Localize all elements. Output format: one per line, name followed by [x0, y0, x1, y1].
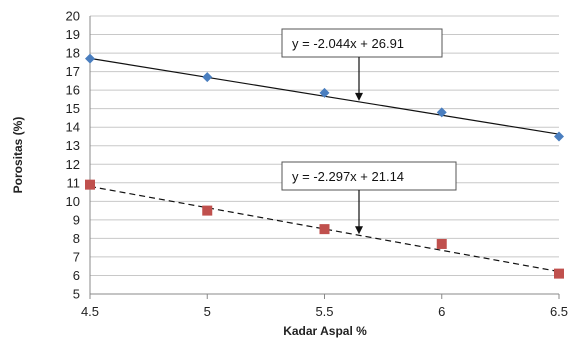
equation-annotations: y = -2.044x + 26.91 y = -2.297x + 21.14 [281, 28, 457, 235]
y-tick-label: 7 [73, 249, 80, 264]
y-tick-label: 12 [66, 157, 80, 172]
y-tick-label: 6 [73, 268, 80, 283]
equation-box-1 [281, 28, 443, 58]
x-tick-labels: 4.5 5 5.5 6 6.5 [81, 304, 568, 319]
y-tick-label: 8 [73, 231, 80, 246]
x-tick-label: 5.5 [315, 304, 333, 319]
data-point-diamond [85, 53, 95, 64]
y-tick-label: 16 [66, 83, 80, 98]
data-point-square [436, 238, 447, 249]
equation-text-1: y = -2.044x + 26.91 [292, 36, 404, 51]
arrow-head-2 [355, 226, 363, 235]
y-tick-label: 18 [66, 46, 80, 61]
arrow-head-1 [355, 92, 363, 101]
data-point-square [319, 224, 330, 235]
y-tick-label: 19 [66, 27, 80, 42]
y-tick-label: 17 [66, 64, 80, 79]
y-tick-label: 10 [66, 194, 80, 209]
x-axis-title: Kadar Aspal % [283, 324, 367, 338]
data-point-diamond [319, 87, 330, 98]
data-point-diamond [436, 107, 447, 118]
x-tick-label: 6.5 [550, 304, 568, 319]
y-tick-label: 11 [67, 175, 81, 190]
y-tick-label: 9 [73, 212, 80, 227]
y-tick-label: 14 [66, 120, 80, 135]
equation-box-2 [281, 161, 457, 191]
data-point-square [202, 205, 213, 216]
y-tick-label: 20 [66, 9, 80, 24]
y-tick-label: 5 [73, 287, 80, 302]
y-axis-title: Porositas (%) [11, 117, 25, 194]
data-point-square [85, 179, 95, 190]
data-point-diamond [554, 131, 564, 142]
data-point-square [554, 268, 564, 279]
data-series [85, 53, 564, 279]
y-tick-label: 15 [66, 101, 80, 116]
x-tick-label: 5 [204, 304, 211, 319]
data-point-diamond [202, 72, 213, 83]
x-tick-label: 4.5 [81, 304, 99, 319]
y-tick-label: 13 [66, 138, 80, 153]
x-tick-label: 6 [438, 304, 445, 319]
equation-text-2: y = -2.297x + 21.14 [292, 169, 404, 184]
gridlines [90, 15, 559, 295]
y-tick-labels: 5 6 7 8 9 10 11 12 13 14 15 16 17 18 19 20 [66, 9, 80, 302]
